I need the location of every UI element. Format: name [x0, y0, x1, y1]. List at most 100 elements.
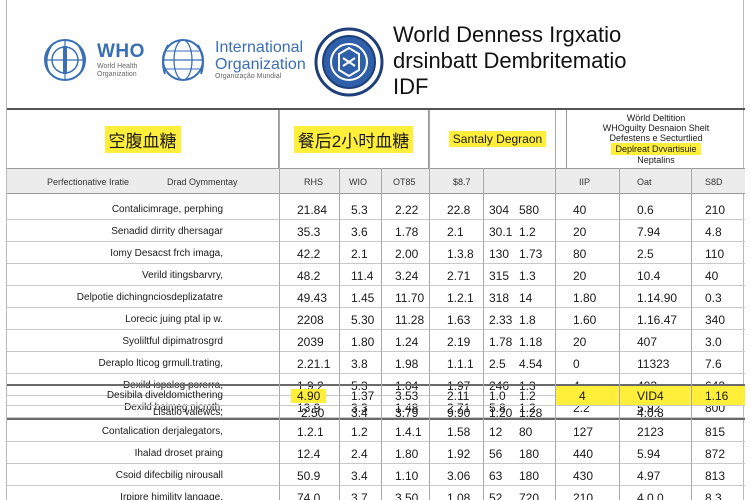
cell: 3.7: [351, 491, 368, 500]
cell: 1.16.47: [637, 313, 678, 327]
who-logo-sub2: Organization: [97, 71, 137, 78]
cell: 1.2.1: [297, 425, 324, 439]
cell: 4.54: [519, 357, 543, 371]
cell: 2.5: [637, 247, 654, 261]
cell: 3.06: [447, 469, 471, 483]
cell: 2.1: [447, 225, 464, 239]
cell: 1.80: [573, 291, 597, 305]
row-label: Ihalad droset praing: [134, 448, 223, 459]
cell: 21.84: [297, 203, 328, 217]
cell: 813: [705, 469, 726, 483]
cell: 2.50: [301, 406, 325, 420]
document-sheet: WHO World Health Organization Internatio…: [6, 0, 745, 500]
cell: 5.3: [351, 203, 368, 217]
band-postprandial-label: 餐后2小时血糖: [293, 125, 414, 153]
cell: 4: [579, 389, 586, 403]
title-line-1: World Denness Irgxatio: [393, 22, 622, 47]
document-header: WHO World Health Organization Internatio…: [7, 0, 745, 110]
who-logo: WHO World Health Organization: [39, 34, 145, 86]
column-header: Perfectionative Iratie: [47, 177, 130, 187]
cell: 246: [489, 379, 510, 393]
cell: 8.3: [705, 491, 722, 500]
row-label: Verild itingsbarvry,: [142, 270, 223, 281]
row-label: Csoid difecbilig nirousall: [115, 470, 223, 481]
row-label: Senadid dirrity dhersagar: [111, 226, 223, 237]
cell: 2.71: [447, 401, 471, 415]
cell: 407: [637, 335, 658, 349]
cell: 1.1.1: [447, 357, 474, 371]
cell: 1.10: [395, 469, 419, 483]
cell: 2.21.1: [297, 357, 331, 371]
cell: 3.4: [351, 469, 368, 483]
international-org-logo: International Organization Organização M…: [157, 34, 306, 86]
cell: 1.24: [395, 335, 419, 349]
cell: 2.11: [447, 389, 470, 403]
row-label: Desibila diveldomicthering: [106, 390, 223, 401]
column-header: $8.7: [453, 177, 471, 187]
column-header-row: Perfectionative Iratie Drad Oymmentay RH…: [7, 168, 745, 194]
cell: 2039: [297, 335, 324, 349]
cell: 0.3: [705, 291, 722, 305]
cell: 0.6: [637, 203, 654, 217]
cell: 180: [519, 469, 540, 483]
cell: 5.30: [351, 313, 375, 327]
cell: 5.3: [351, 379, 368, 393]
cell: 11323: [637, 357, 670, 371]
table-row: Verild itingsbarvry, 48.2 11.4 3.24 2.71…: [7, 264, 745, 286]
title-line-3: IDF: [393, 74, 429, 99]
cell: 4.97: [637, 469, 661, 483]
cell: 3.53: [395, 389, 419, 403]
cell: 3.0: [705, 335, 722, 349]
cell: 11.4: [351, 269, 374, 283]
cell: 1.98: [395, 357, 419, 371]
column-header: Oat: [637, 177, 652, 187]
section-divider: [7, 418, 745, 420]
cell: 1.2: [519, 225, 536, 239]
highlight-band: [555, 384, 745, 405]
cell: 130: [489, 247, 510, 261]
column-divider: [619, 168, 620, 500]
cell: 0: [573, 357, 580, 371]
int-logo-line2: Organization: [215, 56, 306, 73]
cell: 2.00: [395, 247, 419, 261]
table-row-faint: Lisatio vaiewcs, 2.50 3.4 3.79 9.90 1.20…: [7, 406, 745, 420]
cell: 40: [573, 203, 587, 217]
cell: 2.19: [447, 335, 471, 349]
cell: 35.3: [297, 225, 321, 239]
column-header: S8D: [705, 177, 723, 187]
band-fasting-label: 空腹血糖: [104, 125, 181, 153]
cell: 11.70: [395, 291, 425, 305]
cell: 5.8: [489, 401, 506, 415]
cell: 2.4: [351, 447, 368, 461]
column-divider: [429, 110, 430, 500]
cell: 580: [519, 203, 540, 217]
cell: 5.94: [637, 447, 661, 461]
cell: 4.0.8: [637, 406, 664, 420]
column-divider: [279, 110, 280, 500]
cell: 3.24: [395, 269, 419, 283]
row-label: Delpotie dichingnciosdeplizatatre: [76, 292, 223, 303]
table-row: Senadid dirrity dhersagar 35.3 3.6 1.78 …: [7, 220, 745, 242]
table-row-highlighted: Desibila diveldomicthering 4.90 1.37 3.5…: [7, 384, 745, 406]
band-right-line-4: Deplreat Dvvartisuie: [611, 143, 701, 155]
row-label: Lisatio vaiewcs,: [152, 407, 223, 418]
cell: 340: [705, 313, 726, 327]
title-line-2: drsinbatt Dembritematio: [393, 48, 627, 73]
cell: 10.4: [637, 269, 661, 283]
row-label: Lorecic juing ptal ip w.: [125, 314, 223, 325]
cell: 1.8: [519, 313, 536, 327]
cell: 180: [519, 447, 540, 461]
cell: 1.0: [489, 389, 506, 403]
table-row: Deraplo lticog grmull.trating, 2.21.1 3.…: [7, 352, 745, 374]
cell: 74.0: [297, 491, 321, 500]
cell: 2.71: [447, 269, 471, 283]
who-logo-name: WHO: [97, 41, 145, 62]
cell: 1.18: [519, 335, 543, 349]
cell: 2.22: [395, 203, 419, 217]
cell: 3.4: [351, 406, 368, 420]
cell: 22.8: [447, 203, 471, 217]
cell: 14: [519, 291, 533, 305]
column-header: WIO: [349, 177, 367, 187]
cell: 48.2: [297, 269, 321, 283]
cell: 1.2: [519, 389, 536, 403]
